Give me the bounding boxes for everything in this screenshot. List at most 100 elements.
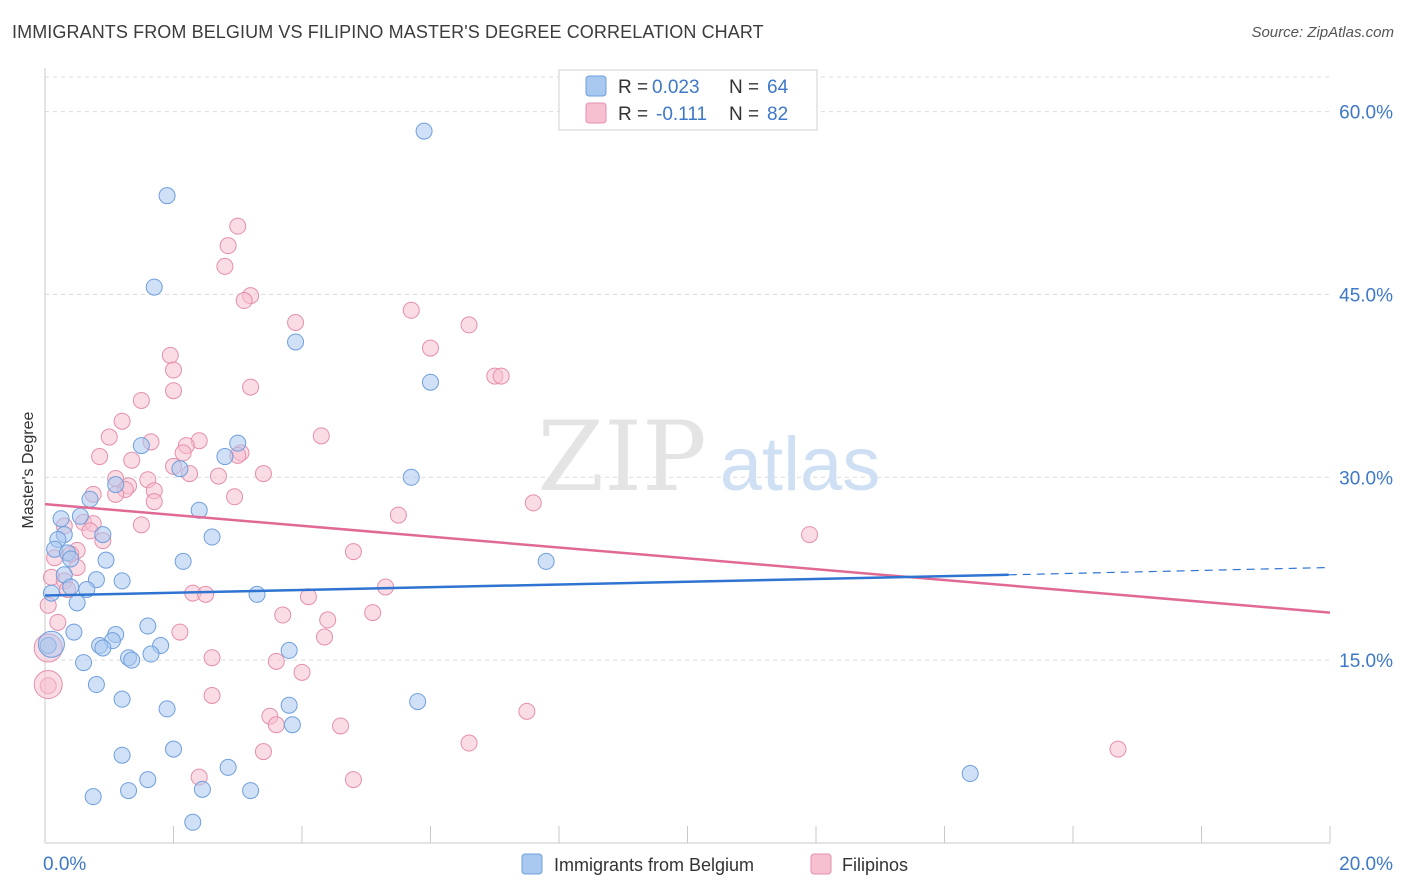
- point-filipino: [229, 217, 247, 235]
- point-filipino: [287, 313, 305, 331]
- source-label: Source: ZipAtlas.com: [1251, 24, 1394, 41]
- point-belgium: [62, 550, 80, 568]
- point-filipino: [460, 734, 478, 752]
- gridlines: [45, 76, 1330, 661]
- legend-swatch-filipino: [585, 102, 607, 124]
- bottom-legend-swatch-belgium: [521, 853, 543, 875]
- point-filipino: [113, 412, 131, 430]
- bottom-legend-label-filipino: Filipinos: [842, 855, 908, 875]
- point-filipino: [315, 628, 333, 646]
- point-filipino: [344, 771, 362, 789]
- point-belgium: [113, 746, 131, 764]
- point-filipino: [274, 606, 292, 624]
- point-filipino: [49, 613, 67, 631]
- point-filipino: [1109, 740, 1127, 758]
- legend-n-label-belgium: N =: [729, 77, 759, 98]
- y-axis-label: Master's Degree: [20, 411, 37, 528]
- point-filipino: [801, 526, 819, 544]
- point-belgium: [409, 693, 427, 711]
- point-belgium: [219, 758, 237, 776]
- point-belgium: [65, 623, 83, 641]
- point-filipino: [254, 743, 272, 761]
- point-belgium: [94, 526, 112, 544]
- point-belgium: [132, 437, 150, 455]
- axes: [44, 68, 1331, 844]
- legend-n-label-filipino: N =: [729, 104, 759, 125]
- y-tick-label: 60.0%: [1339, 103, 1393, 124]
- point-filipino: [235, 292, 253, 310]
- point-belgium: [174, 552, 192, 570]
- point-filipino: [91, 448, 109, 466]
- point-filipino: [293, 663, 311, 681]
- point-belgium: [165, 740, 182, 758]
- point-belgium: [158, 187, 176, 205]
- point-belgium: [71, 507, 89, 525]
- point-filipino: [197, 585, 215, 603]
- bottom-legend: Immigrants from Belgium Filipinos: [521, 853, 908, 875]
- point-filipino-large: [33, 670, 63, 700]
- point-filipino: [267, 652, 285, 670]
- bottom-legend-label-belgium: Immigrants from Belgium: [554, 855, 754, 875]
- watermark-zip: ZIP: [537, 401, 706, 513]
- point-belgium: [94, 639, 112, 657]
- legend-r-value-belgium: 0.023: [652, 77, 700, 98]
- point-belgium: [139, 771, 157, 789]
- point-filipino: [460, 316, 478, 334]
- point-belgium: [62, 578, 80, 596]
- point-filipino: [219, 237, 237, 255]
- point-filipino: [242, 378, 260, 396]
- point-belgium: [123, 651, 141, 669]
- chart-title: IMMIGRANTS FROM BELGIUM VS FILIPINO MAST…: [12, 22, 764, 42]
- point-filipino: [389, 506, 407, 524]
- point-belgium: [280, 641, 298, 659]
- point-filipino: [524, 494, 542, 512]
- point-belgium: [203, 528, 221, 546]
- point-filipino: [100, 428, 118, 446]
- legend-swatch-belgium: [585, 75, 607, 97]
- point-filipino: [123, 451, 141, 469]
- point-belgium: [81, 490, 99, 508]
- legend-n-value-belgium: 64: [767, 77, 789, 98]
- legend-r-value-filipino: -0.111: [656, 104, 707, 125]
- point-belgium: [97, 551, 115, 569]
- x-tick-label-min: 0.0%: [43, 854, 86, 875]
- point-belgium: [184, 813, 202, 831]
- tick-labels: 15.0% 30.0% 45.0% 60.0% 0.0% 20.0%: [43, 103, 1393, 875]
- point-filipino: [364, 604, 382, 622]
- point-filipino: [165, 382, 182, 400]
- point-belgium: [52, 510, 70, 528]
- y-tick-label: 30.0%: [1339, 468, 1393, 489]
- legend-r-label-filipino: R =: [618, 104, 648, 125]
- point-filipino: [161, 346, 179, 364]
- point-belgium: [84, 788, 102, 806]
- point-belgium: [193, 780, 211, 798]
- point-belgium: [68, 594, 86, 612]
- point-belgium: [42, 584, 60, 602]
- trend-line-belgium: [44, 573, 1009, 597]
- point-filipino: [312, 427, 330, 445]
- point-belgium: [120, 782, 138, 800]
- point-filipino: [518, 702, 536, 720]
- watermark: ZIP atlas: [537, 401, 880, 513]
- point-filipino: [132, 516, 150, 534]
- trend-lines: [44, 502, 1331, 614]
- point-belgium: [113, 572, 131, 590]
- point-belgium: [113, 690, 131, 708]
- point-belgium: [402, 468, 420, 486]
- point-belgium: [229, 434, 247, 452]
- stats-legend: R = 0.023 N = 64 R = -0.111 N = 82: [558, 69, 818, 131]
- point-filipino: [203, 649, 221, 667]
- point-filipino: [319, 611, 337, 629]
- point-belgium: [171, 460, 189, 478]
- point-belgium: [242, 782, 260, 800]
- trend-line-filipino: [44, 502, 1331, 614]
- point-filipino: [216, 257, 234, 275]
- y-tick-label: 15.0%: [1339, 651, 1393, 672]
- legend-r-label-belgium: R =: [618, 77, 648, 98]
- point-filipino: [422, 339, 439, 357]
- y-tick-label: 45.0%: [1339, 285, 1393, 306]
- point-filipino: [174, 444, 192, 462]
- trend-line-belgium-extension: [1008, 566, 1331, 576]
- point-belgium: [287, 333, 305, 351]
